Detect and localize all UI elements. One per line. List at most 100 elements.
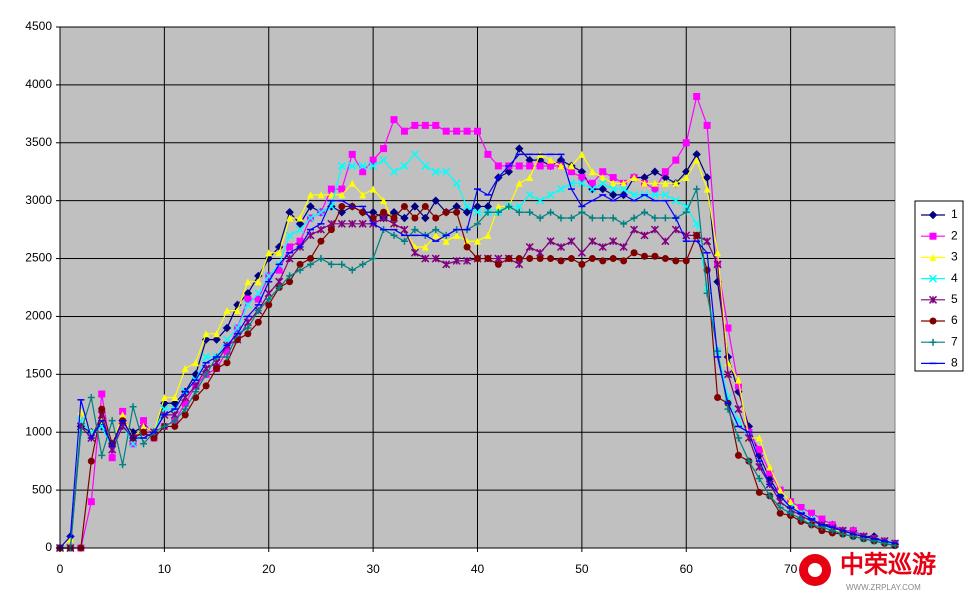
marker (327, 226, 335, 234)
marker (776, 503, 784, 511)
marker (213, 365, 221, 373)
marker (556, 242, 566, 252)
marker (98, 390, 106, 398)
watermark-url: WWW.ZRPLAY.COM (846, 583, 921, 592)
marker (223, 359, 231, 367)
marker (400, 237, 408, 245)
marker (265, 249, 273, 257)
marker (567, 237, 576, 246)
marker (202, 330, 210, 338)
marker (358, 219, 367, 228)
marker (494, 208, 502, 216)
marker (671, 196, 680, 205)
marker (609, 179, 617, 187)
marker (421, 121, 429, 129)
marker (661, 237, 670, 246)
series (56, 153, 899, 549)
marker (577, 248, 586, 257)
x-tick-label: 30 (366, 562, 380, 576)
marker (672, 257, 680, 265)
marker (380, 208, 388, 216)
marker (264, 254, 273, 263)
marker (453, 231, 461, 239)
marker (254, 278, 262, 286)
marker (599, 168, 607, 176)
marker (452, 256, 461, 265)
marker (547, 162, 555, 170)
marker (213, 330, 221, 338)
marker (275, 266, 283, 274)
legend-label: 1 (951, 207, 958, 221)
marker (641, 208, 648, 216)
legend-label: 3 (951, 250, 958, 264)
marker (526, 255, 534, 263)
x-tick-label: 70 (784, 562, 798, 576)
marker (546, 237, 555, 246)
marker (474, 255, 481, 263)
marker (432, 214, 440, 222)
marker (327, 260, 335, 268)
marker (369, 161, 378, 170)
marker (202, 352, 211, 361)
marker (661, 214, 669, 222)
legend-label: 4 (951, 271, 958, 285)
legend-label: 5 (951, 292, 958, 306)
marker (650, 190, 659, 199)
marker (296, 214, 304, 222)
marker (536, 196, 545, 205)
marker (108, 454, 116, 462)
marker (578, 260, 586, 268)
y-tick-label: 1500 (25, 367, 52, 381)
marker (171, 422, 179, 430)
marker (307, 255, 314, 263)
x-tick-label: 0 (57, 562, 64, 576)
marker (474, 220, 481, 228)
marker (630, 174, 638, 182)
marker (703, 121, 711, 129)
marker (129, 403, 137, 411)
marker (317, 237, 325, 245)
marker (609, 174, 617, 182)
y-tick-label: 1000 (25, 424, 52, 438)
marker (515, 208, 523, 216)
marker (650, 167, 660, 176)
marker (473, 208, 482, 217)
marker (369, 156, 377, 164)
marker (567, 162, 575, 170)
marker (244, 324, 252, 332)
marker (129, 439, 138, 448)
marker (839, 530, 847, 538)
marker (431, 254, 440, 263)
marker (400, 127, 408, 135)
marker (599, 174, 607, 182)
marker (525, 242, 534, 252)
marker (307, 191, 314, 199)
marker (286, 243, 294, 251)
legend-label: 8 (951, 356, 958, 370)
marker (192, 388, 200, 396)
marker (714, 393, 722, 401)
marker (202, 370, 210, 378)
marker (651, 214, 659, 222)
marker (682, 174, 690, 182)
y-tick-label: 0 (45, 540, 52, 554)
marker (222, 323, 232, 333)
marker (171, 393, 179, 401)
x-tick-label: 50 (575, 562, 589, 576)
marker (599, 257, 607, 265)
marker (119, 411, 127, 419)
marker (307, 260, 314, 268)
marker (327, 185, 335, 193)
marker (808, 521, 815, 529)
marker (547, 156, 555, 164)
marker (808, 509, 815, 517)
marker (787, 509, 795, 517)
marker (494, 202, 502, 210)
marker (337, 161, 346, 170)
marker (442, 208, 450, 216)
marker (515, 179, 523, 187)
marker (327, 202, 336, 211)
marker (598, 184, 607, 194)
marker (306, 214, 315, 223)
